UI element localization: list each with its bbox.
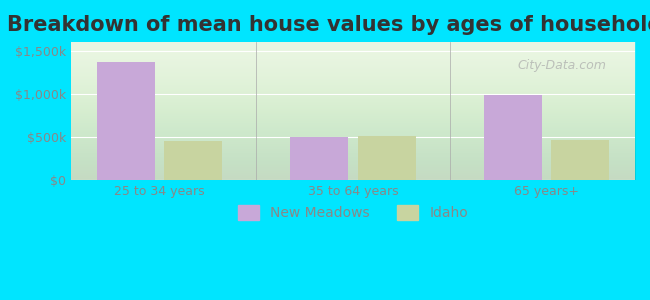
Title: Breakdown of mean house values by ages of householders: Breakdown of mean house values by ages o… [6,15,650,35]
Bar [358,136,416,180]
Bar [551,140,609,180]
Text: City-Data.com: City-Data.com [518,59,607,72]
Bar [97,61,155,180]
Bar [290,137,348,180]
Bar [484,95,541,180]
Bar [164,141,222,180]
Legend: New Meadows, Idaho: New Meadows, Idaho [233,200,474,226]
